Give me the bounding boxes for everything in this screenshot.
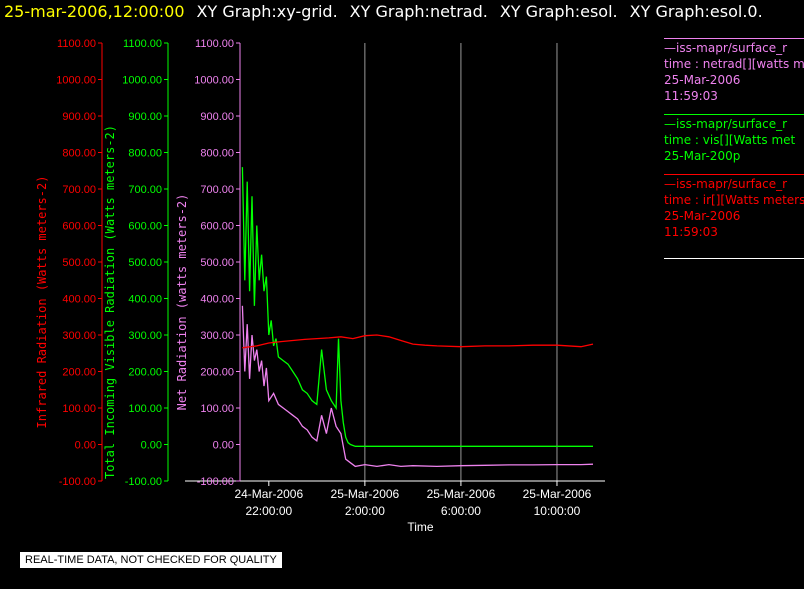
header-titles: XY Graph:xy-grid. XY Graph:netrad. XY Grap… (197, 2, 775, 21)
y-tick-label: 100.00 (128, 403, 162, 415)
y-tick-label: -100.00 (59, 476, 96, 488)
y-tick-label: 300.00 (200, 330, 234, 342)
legend-line: 25-Mar-200p (664, 149, 741, 163)
series-line (242, 334, 594, 349)
legend-line: time : ir[][Watts meters (664, 193, 804, 207)
legend-line: time : netrad[][watts m (664, 57, 804, 71)
y-tick-label: 300.00 (62, 330, 96, 342)
legend-line: 11:59:03 (664, 225, 718, 239)
legend-entry: —iss-mapr/surface_r time : netrad[][watt… (664, 38, 804, 104)
y-tick-label: 600.00 (200, 221, 234, 233)
legend-entry: —iss-mapr/surface_r time : ir[][Watts me… (664, 174, 804, 240)
y-tick-label: 1000.00 (194, 75, 234, 87)
header-title: XY Graph:esol.0. (629, 2, 763, 21)
y-tick-label: -100.00 (125, 476, 162, 488)
header-title: XY Graph:esol. (499, 2, 618, 21)
y-tick-label: 900.00 (200, 111, 234, 123)
y-tick-label: 1100.00 (123, 38, 162, 50)
y-tick-label: 700.00 (128, 184, 162, 196)
y-tick-label: 1100.00 (57, 38, 96, 50)
legend-line: time : vis[][Watts met (664, 133, 796, 147)
legend: —iss-mapr/surface_r time : netrad[][watt… (664, 38, 804, 250)
y-tick-label: 500.00 (128, 257, 162, 269)
y-tick-label: 200.00 (200, 367, 234, 379)
y-axis-label: Infrared Radiation (Watts meters-2) (35, 176, 49, 429)
header-title: XY Graph:netrad. (349, 2, 488, 21)
y-tick-label: 400.00 (200, 294, 234, 306)
y-tick-label: 200.00 (128, 367, 162, 379)
header-date: 25-mar-2006,12:00:00 (4, 2, 185, 21)
x-tick-label: 10:00:00 (534, 504, 581, 518)
y-tick-label: 700.00 (62, 184, 96, 196)
legend-line: 11:59:03 (664, 89, 718, 103)
axes-layer: 24-Mar-2006 22:00:00 25-Mar-2006 2:00:00 25-… (35, 38, 605, 534)
y-tick-label: 300.00 (128, 330, 162, 342)
x-tick-label: 24-Mar-2006 (234, 487, 303, 501)
series-line (241, 305, 594, 468)
legend-line: —iss-mapr/surface_r (664, 41, 788, 55)
y-tick-label: 800.00 (128, 148, 162, 160)
y-tick-label: 0.00 (75, 440, 96, 452)
legend-line: 25-Mar-2006 (664, 209, 741, 223)
y-axis-label: Net Radiation (watts meters-2) (175, 194, 189, 411)
y-tick-label: 400.00 (128, 294, 162, 306)
y-tick-label: 100.00 (62, 403, 96, 415)
x-tick-label: 22:00:00 (245, 504, 292, 518)
y-tick-label: 0.00 (213, 440, 234, 452)
y-tick-label: 0.00 (141, 440, 162, 452)
y-tick-label: 1000.00 (122, 75, 162, 87)
legend-end-rule (664, 258, 804, 259)
x-tick-label: 6:00:00 (441, 504, 481, 518)
y-tick-label: 700.00 (200, 184, 234, 196)
y-tick-label: 900.00 (128, 111, 162, 123)
legend-entry: —iss-mapr/surface_r time : vis[][Watts m… (664, 114, 804, 164)
series-layer (241, 167, 594, 468)
y-tick-label: -100.00 (197, 476, 234, 488)
y-axis-label: Total Incoming Visible Radiation (Watts … (103, 125, 117, 479)
y-tick-label: 800.00 (200, 148, 234, 160)
x-tick-label: 25-Mar-2006 (331, 487, 400, 501)
y-tick-label: 200.00 (62, 367, 96, 379)
x-tick-label: 25-Mar-2006 (523, 487, 592, 501)
y-tick-label: 600.00 (128, 221, 162, 233)
quality-notice: REAL-TIME DATA, NOT CHECKED FOR QUALITY (20, 552, 282, 568)
x-tick-label: 2:00:00 (345, 504, 385, 518)
grid-layer (364, 43, 558, 481)
legend-line: —iss-mapr/surface_r (664, 177, 788, 191)
series-line (241, 167, 593, 447)
y-tick-label: 500.00 (62, 257, 96, 269)
y-tick-label: 100.00 (200, 403, 234, 415)
legend-line: —iss-mapr/surface_r (664, 117, 788, 131)
y-tick-label: 900.00 (62, 111, 96, 123)
legend-line: 25-Mar-2006 (664, 73, 741, 87)
x-tick-label: 25-Mar-2006 (427, 487, 496, 501)
y-tick-label: 600.00 (62, 221, 96, 233)
header: 25-mar-2006,12:00:00 XY Graph:xy-grid. XY … (0, 2, 787, 24)
y-tick-label: 1100.00 (195, 38, 234, 50)
x-axis-label: Time (407, 520, 434, 534)
y-tick-label: 500.00 (200, 257, 234, 269)
header-title: XY Graph:xy-grid. (196, 2, 338, 21)
y-tick-label: 800.00 (62, 148, 96, 160)
y-tick-label: 400.00 (62, 294, 96, 306)
y-tick-label: 1000.00 (56, 75, 96, 87)
